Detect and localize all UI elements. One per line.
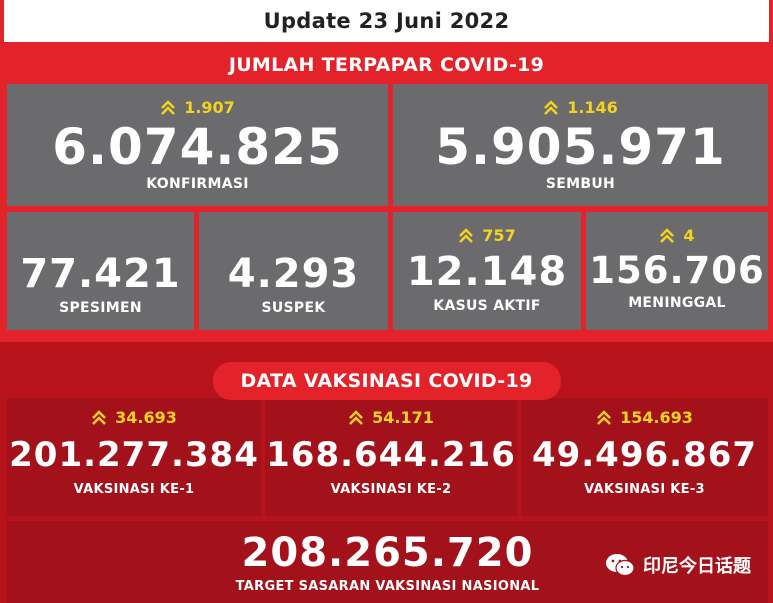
spesimen-value: 77.421 bbox=[20, 251, 181, 297]
vaksinasi-ke1-delta: 34.693 bbox=[91, 406, 177, 428]
watermark-text: 印尼今日话题 bbox=[643, 556, 751, 577]
sembuh-card: 1.146 5.905.971 SEMBUH bbox=[393, 84, 768, 206]
target-vaksinasi-value: 208.265.720 bbox=[241, 530, 534, 576]
double-chevron-up-icon bbox=[92, 410, 107, 425]
vaccine-section-title: DATA VAKSINASI COVID-19 bbox=[212, 362, 561, 400]
double-chevron-up-icon bbox=[161, 100, 176, 115]
vaksinasi-ke2-delta: 54.171 bbox=[348, 406, 434, 428]
konfirmasi-delta-value: 1.907 bbox=[184, 97, 235, 117]
sembuh-label: SEMBUH bbox=[545, 176, 616, 192]
vaksinasi-ke2-label: VAKSINASI KE-2 bbox=[330, 482, 452, 497]
vaksinasi-ke2-card: 54.171 168.644.216 VAKSINASI KE-2 bbox=[265, 398, 517, 516]
watermark: 印尼今日话题 bbox=[605, 552, 751, 578]
meninggal-delta-value: 4 bbox=[683, 225, 695, 245]
wechat-icon bbox=[606, 554, 635, 577]
header: Update 23 Juni 2022 bbox=[0, 0, 773, 42]
double-chevron-up-icon bbox=[597, 410, 611, 425]
vaksinasi-ke3-delta-value: 154.693 bbox=[620, 407, 693, 427]
konfirmasi-label: KONFIRMASI bbox=[146, 176, 249, 192]
page-title: Update 23 Juni 2022 bbox=[263, 9, 510, 33]
meninggal-label: MENINGGAL bbox=[628, 295, 726, 311]
double-chevron-up-icon bbox=[349, 410, 364, 425]
meninggal-value: 156.706 bbox=[589, 249, 765, 292]
double-chevron-up-icon bbox=[459, 228, 474, 243]
vaksinasi-ke1-delta-value: 34.693 bbox=[115, 407, 177, 427]
kasus-aktif-label: KASUS AKTIF bbox=[433, 298, 541, 314]
kasus-aktif-card: 757 12.148 KASUS AKTIF bbox=[393, 212, 581, 330]
suspek-label: SUSPEK bbox=[261, 300, 326, 316]
sembuh-value: 5.905.971 bbox=[435, 118, 726, 176]
vaksinasi-ke1-value: 201.277.384 bbox=[9, 435, 259, 475]
vaksinasi-ke3-value: 49.496.867 bbox=[531, 435, 758, 475]
vaksinasi-ke3-card: 154.693 49.496.867 VAKSINASI KE-3 bbox=[521, 398, 768, 516]
konfirmasi-card: 1.907 6.074.825 KONFIRMASI bbox=[7, 84, 388, 206]
kasus-aktif-value: 12.148 bbox=[406, 249, 568, 295]
spesimen-card: 77.421 SPESIMEN bbox=[7, 212, 194, 330]
sembuh-delta: 1.146 bbox=[543, 96, 618, 118]
double-chevron-up-icon bbox=[660, 228, 675, 243]
target-vaksinasi-label: TARGET SASARAN VAKSINASI NASIONAL bbox=[235, 579, 540, 594]
konfirmasi-value: 6.074.825 bbox=[52, 118, 343, 176]
vaksinasi-ke1-card: 34.693 201.277.384 VAKSINASI KE-1 bbox=[7, 398, 261, 516]
vaksinasi-ke2-delta-value: 54.171 bbox=[372, 407, 434, 427]
suspek-card: 4.293 SUSPEK bbox=[199, 212, 388, 330]
konfirmasi-delta: 1.907 bbox=[160, 96, 235, 118]
meninggal-card: 4 156.706 MENINGGAL bbox=[586, 212, 768, 330]
target-vaksinasi-card: 208.265.720 TARGET SASARAN VAKSINASI NAS… bbox=[7, 521, 768, 603]
kasus-aktif-delta-value: 757 bbox=[482, 225, 516, 245]
covid-section-title: JUMLAH TERPAPAR COVID-19 bbox=[200, 46, 573, 84]
spesimen-label: SPESIMEN bbox=[59, 300, 142, 316]
vaksinasi-ke2-value: 168.644.216 bbox=[266, 435, 516, 475]
vaksinasi-ke3-delta: 154.693 bbox=[596, 406, 693, 428]
sembuh-delta-value: 1.146 bbox=[567, 97, 618, 117]
double-chevron-up-icon bbox=[544, 100, 559, 115]
vaksinasi-ke1-label: VAKSINASI KE-1 bbox=[73, 482, 195, 497]
meninggal-delta: 4 bbox=[659, 224, 695, 246]
suspek-value: 4.293 bbox=[227, 251, 360, 297]
kasus-aktif-delta: 757 bbox=[458, 224, 516, 246]
vaksinasi-ke3-label: VAKSINASI KE-3 bbox=[584, 482, 705, 497]
